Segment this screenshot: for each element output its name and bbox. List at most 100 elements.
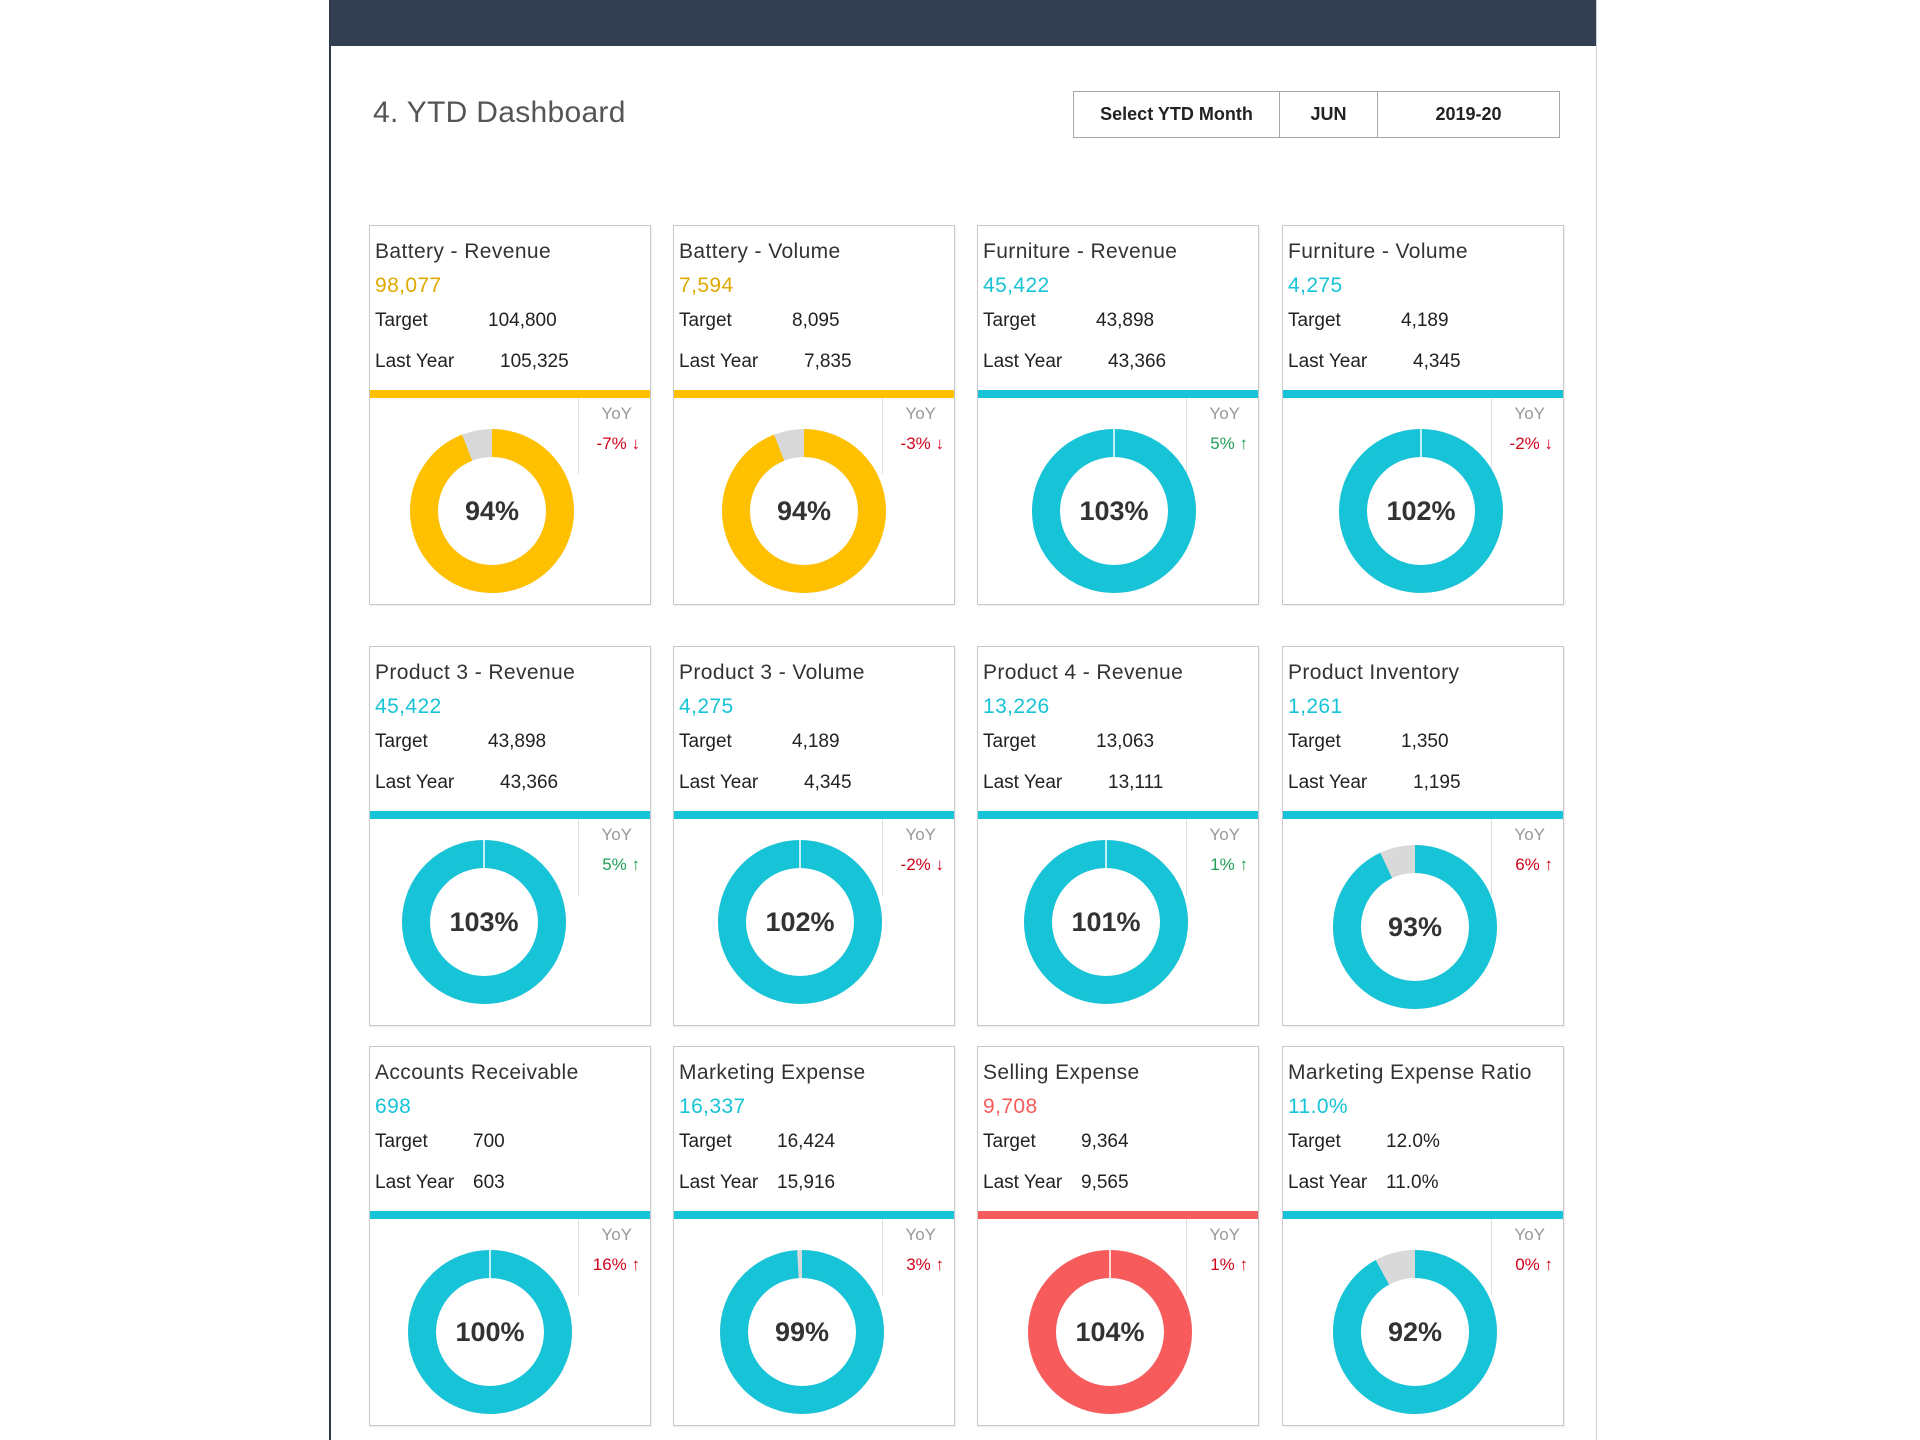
target-label: Target bbox=[1288, 1131, 1341, 1152]
donut-progress-arc bbox=[1333, 1250, 1497, 1414]
kpi-card: Furniture - Revenue 45,422 Target 43,898 Las… bbox=[977, 225, 1259, 605]
kpi-card: Accounts Receivable 698 Target 700 Last Year… bbox=[369, 1046, 651, 1426]
last-year-value: 15,916 bbox=[777, 1172, 836, 1193]
last-year-label: Last Year bbox=[375, 772, 455, 793]
donut-percent-label: 94% bbox=[776, 495, 832, 526]
target-value: 104,800 bbox=[488, 310, 557, 331]
last-year-label: Last Year bbox=[983, 351, 1063, 372]
target-label: Target bbox=[1288, 731, 1341, 752]
last-year-label: Last Year bbox=[679, 1172, 759, 1193]
kpi-title: Marketing Expense Ratio bbox=[1288, 1061, 1532, 1084]
completion-donut-chart: 103% bbox=[394, 832, 574, 1012]
kpi-accent-bar bbox=[370, 811, 650, 819]
donut-percent-label: 100% bbox=[455, 1316, 525, 1347]
yoy-panel bbox=[578, 1219, 650, 1295]
kpi-last-year-row: Last Year 9,565 bbox=[983, 1172, 1129, 1194]
kpi-target-row: Target 1,350 bbox=[1288, 731, 1449, 753]
kpi-last-year-row: Last Year 43,366 bbox=[983, 351, 1166, 373]
kpi-card: Furniture - Volume 4,275 Target 4,189 Last Y… bbox=[1282, 225, 1564, 605]
completion-donut-chart: 99% bbox=[712, 1242, 892, 1422]
target-value: 8,095 bbox=[792, 310, 840, 331]
last-year-value: 13,111 bbox=[1108, 772, 1164, 793]
yoy-label: YoY bbox=[1514, 1225, 1545, 1244]
yoy-panel bbox=[578, 819, 650, 895]
kpi-value: 4,275 bbox=[1288, 274, 1343, 297]
kpi-target-row: Target 700 bbox=[375, 1131, 505, 1153]
kpi-card: Marketing Expense Ratio 11.0% Target 12.0% L… bbox=[1282, 1046, 1564, 1426]
yoy-label: YoY bbox=[1209, 1225, 1240, 1244]
donut-percent-label: 103% bbox=[1079, 495, 1149, 526]
donut-percent-label: 102% bbox=[765, 906, 835, 937]
last-year-value: 43,366 bbox=[500, 772, 559, 793]
last-year-label: Last Year bbox=[983, 772, 1063, 793]
kpi-accent-bar bbox=[978, 1211, 1258, 1219]
last-year-label: Last Year bbox=[983, 1172, 1063, 1193]
target-value: 9,364 bbox=[1081, 1131, 1129, 1152]
donut-percent-label: 92% bbox=[1387, 1316, 1443, 1347]
kpi-title: Battery - Volume bbox=[679, 240, 841, 263]
kpi-target-row: Target 4,189 bbox=[1288, 310, 1449, 332]
last-year-value: 9,565 bbox=[1081, 1172, 1129, 1193]
yoy-value: -2% ↓ bbox=[900, 855, 944, 874]
kpi-target-row: Target 16,424 bbox=[679, 1131, 835, 1153]
last-year-value: 105,325 bbox=[500, 351, 569, 372]
kpi-target-row: Target 43,898 bbox=[983, 310, 1154, 332]
kpi-card: Product 3 - Volume 4,275 Target 4,189 Last Y… bbox=[673, 646, 955, 1026]
kpi-accent-bar bbox=[978, 811, 1258, 819]
kpi-title: Accounts Receivable bbox=[375, 1061, 579, 1084]
kpi-accent-bar bbox=[978, 390, 1258, 398]
yoy-value: 16% ↑ bbox=[592, 1255, 640, 1274]
kpi-accent-bar bbox=[674, 1211, 954, 1219]
kpi-accent-bar bbox=[674, 811, 954, 819]
kpi-card: Selling Expense 9,708 Target 9,364 Last Year… bbox=[977, 1046, 1259, 1426]
kpi-title: Furniture - Volume bbox=[1288, 240, 1468, 263]
yoy-panel bbox=[1491, 819, 1563, 895]
yoy-label: YoY bbox=[601, 825, 632, 844]
yoy-value: 0% ↑ bbox=[1515, 1255, 1553, 1274]
kpi-target-row: Target 12.0% bbox=[1288, 1131, 1440, 1153]
target-value: 4,189 bbox=[792, 731, 840, 752]
kpi-accent-bar bbox=[1283, 1211, 1563, 1219]
target-label: Target bbox=[375, 310, 428, 331]
kpi-accent-bar bbox=[370, 390, 650, 398]
fiscal-year-select[interactable]: 2019-20 bbox=[1435, 104, 1502, 124]
yoy-label: YoY bbox=[1209, 404, 1240, 423]
completion-donut-chart: 94% bbox=[402, 421, 582, 601]
yoy-value: -7% ↓ bbox=[596, 434, 640, 453]
kpi-value: 698 bbox=[375, 1095, 412, 1118]
kpi-last-year-row: Last Year 4,345 bbox=[679, 772, 852, 794]
completion-donut-chart: 103% bbox=[1024, 421, 1204, 601]
kpi-card: Product Inventory 1,261 Target 1,350 Last Ye… bbox=[1282, 646, 1564, 1026]
kpi-target-row: Target 104,800 bbox=[375, 310, 557, 332]
kpi-card: Product 3 - Revenue 45,422 Target 43,898 Las… bbox=[369, 646, 651, 1026]
yoy-value: -2% ↓ bbox=[1509, 434, 1553, 453]
target-label: Target bbox=[1288, 310, 1341, 331]
completion-donut-chart: 102% bbox=[710, 832, 890, 1012]
target-label: Target bbox=[983, 1131, 1036, 1152]
month-select[interactable]: JUN bbox=[1280, 92, 1378, 137]
yoy-panel bbox=[578, 398, 650, 474]
yoy-label: YoY bbox=[601, 404, 632, 423]
kpi-title: Furniture - Revenue bbox=[983, 240, 1178, 263]
yoy-label: YoY bbox=[601, 1225, 632, 1244]
completion-donut-chart: 101% bbox=[1016, 832, 1196, 1012]
yoy-panel bbox=[1491, 398, 1563, 474]
kpi-accent-bar bbox=[370, 1211, 650, 1219]
kpi-title: Battery - Revenue bbox=[375, 240, 552, 263]
yoy-panel bbox=[1186, 1219, 1258, 1295]
target-value: 700 bbox=[473, 1131, 505, 1152]
yoy-panel bbox=[1186, 819, 1258, 895]
yoy-value: 3% ↑ bbox=[906, 1255, 944, 1274]
yoy-label: YoY bbox=[905, 404, 936, 423]
donut-progress-arc bbox=[722, 429, 886, 593]
last-year-label: Last Year bbox=[679, 772, 759, 793]
completion-donut-chart: 102% bbox=[1331, 421, 1511, 601]
completion-donut-chart: 92% bbox=[1325, 1242, 1505, 1422]
yoy-panel bbox=[1186, 398, 1258, 474]
kpi-title: Product Inventory bbox=[1288, 661, 1460, 684]
completion-donut-chart: 104% bbox=[1020, 1242, 1200, 1422]
kpi-value: 11.0% bbox=[1288, 1095, 1348, 1118]
donut-percent-label: 93% bbox=[1387, 911, 1443, 942]
yoy-panel bbox=[882, 819, 954, 895]
yoy-value: 5% ↑ bbox=[602, 855, 640, 874]
